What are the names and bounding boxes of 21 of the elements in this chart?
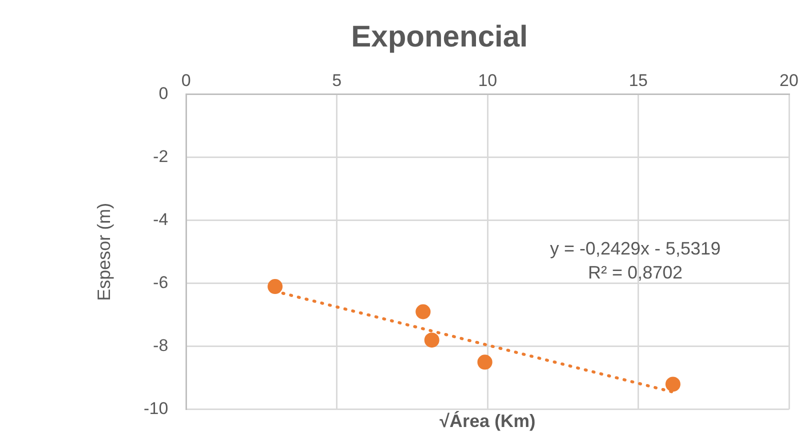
point [665, 376, 680, 392]
y-tick-label: -4 [153, 210, 168, 230]
x-tick-label: 10 [478, 70, 498, 90]
y-tick-label: -8 [153, 336, 168, 356]
y-tick-label: -6 [153, 273, 168, 292]
y-tick-label: 0 [158, 84, 168, 104]
annotation: R² = 0,8702 [588, 262, 683, 282]
x-tick-label: 20 [780, 70, 798, 90]
point [477, 354, 492, 370]
x-tick-label: 0 [181, 70, 191, 90]
y-axis-title: Espesor (m) [94, 202, 114, 301]
x-tick-label: 15 [628, 70, 648, 90]
chart-title: Exponencial [351, 20, 528, 54]
y-tick-label: -10 [144, 399, 168, 418]
annotation: y = -0,2429x - 5,5319 [550, 238, 721, 258]
point [268, 279, 283, 294]
point [416, 304, 431, 320]
x-axis-title: √Área (Km) [440, 411, 536, 432]
x-tick-label: 5 [332, 70, 342, 90]
y-tick-label: -2 [153, 147, 168, 166]
point [424, 332, 440, 348]
